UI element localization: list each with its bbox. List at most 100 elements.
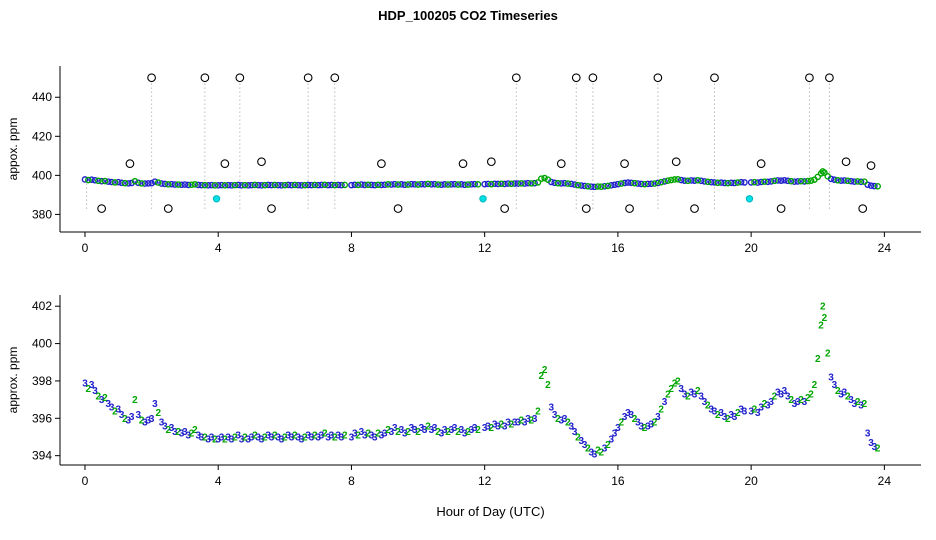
svg-text:2: 2 (202, 432, 208, 443)
svg-text:2: 2 (672, 378, 678, 389)
svg-text:2: 2 (565, 418, 571, 429)
svg-text:2: 2 (155, 408, 161, 419)
svg-text:3: 3 (89, 380, 95, 391)
x-tick-label: 8 (348, 241, 355, 255)
svg-text:3: 3 (372, 432, 378, 443)
svg-text:3: 3 (635, 418, 641, 429)
svg-text:3: 3 (688, 388, 694, 399)
svg-text:3: 3 (728, 410, 734, 421)
svg-text:3: 3 (775, 388, 781, 399)
svg-text:3: 3 (512, 418, 518, 429)
svg-text:3: 3 (738, 404, 744, 415)
svg-text:3: 3 (142, 418, 148, 429)
svg-text:3: 3 (179, 429, 185, 440)
y-tick-label: 394 (32, 449, 52, 463)
svg-text:3: 3 (868, 438, 874, 449)
svg-text:3: 3 (582, 440, 588, 451)
svg-text:2: 2 (808, 390, 814, 401)
svg-text:3: 3 (645, 421, 651, 432)
svg-text:3: 3 (732, 412, 738, 423)
svg-text:3: 3 (335, 431, 341, 442)
svg-text:3: 3 (389, 427, 395, 438)
svg-text:2: 2 (598, 447, 604, 458)
svg-text:2: 2 (818, 320, 824, 331)
svg-text:2: 2 (499, 419, 505, 430)
svg-text:2: 2 (192, 425, 198, 436)
svg-text:3: 3 (382, 429, 388, 440)
svg-text:2: 2 (375, 429, 381, 440)
svg-text:3: 3 (359, 427, 365, 438)
svg-text:2: 2 (282, 432, 288, 443)
svg-text:3: 3 (592, 449, 598, 460)
svg-text:3: 3 (119, 410, 125, 421)
svg-text:3: 3 (558, 416, 564, 427)
svg-text:3: 3 (235, 431, 241, 442)
svg-text:3: 3 (602, 444, 608, 455)
svg-text:3: 3 (552, 410, 558, 421)
svg-text:3: 3 (872, 442, 878, 453)
svg-text:3: 3 (495, 421, 501, 432)
bottom-panel-axes: 0 4 8 12 16 20 24 394 396 398 400 402 approx. ppm (6, 295, 921, 488)
svg-text:2: 2 (658, 404, 664, 415)
calibration-points (86, 73, 876, 213)
svg-text:3: 3 (106, 399, 112, 410)
svg-text:3: 3 (708, 404, 714, 415)
svg-text:2: 2 (292, 431, 298, 442)
x-tick-label: 0 (82, 474, 89, 488)
svg-text:3: 3 (249, 432, 255, 443)
svg-text:3: 3 (522, 418, 528, 429)
svg-text:3: 3 (255, 432, 261, 443)
svg-text:3: 3 (259, 434, 265, 445)
svg-text:2: 2 (815, 354, 821, 365)
y-tick-label: 402 (32, 299, 52, 313)
svg-text:2: 2 (385, 425, 391, 436)
svg-text:3: 3 (116, 404, 122, 415)
x-tick-label: 0 (82, 241, 89, 255)
svg-text:2: 2 (735, 408, 741, 419)
svg-text:3: 3 (285, 431, 291, 442)
svg-text:2: 2 (695, 386, 701, 397)
svg-text:2: 2 (752, 404, 758, 415)
svg-text:3: 3 (469, 425, 475, 436)
x-tick-label: 12 (478, 241, 492, 255)
svg-text:3: 3 (182, 427, 188, 438)
svg-text:2: 2 (595, 446, 601, 457)
svg-text:3: 3 (638, 421, 644, 432)
x-tick-label: 8 (348, 474, 355, 488)
co2-points-top-blue (81, 175, 878, 191)
svg-text:3: 3 (379, 431, 385, 442)
svg-text:3: 3 (109, 403, 115, 414)
svg-text:2: 2 (465, 427, 471, 438)
svg-text:3: 3 (828, 373, 834, 384)
svg-text:3: 3 (215, 434, 221, 445)
svg-text:3: 3 (392, 423, 398, 434)
svg-text:2: 2 (685, 391, 691, 402)
svg-text:3: 3 (289, 432, 295, 443)
svg-text:2: 2 (132, 395, 138, 406)
svg-text:3: 3 (612, 429, 618, 440)
svg-text:3: 3 (295, 432, 301, 443)
svg-text:3: 3 (412, 425, 418, 436)
svg-text:3: 3 (145, 416, 151, 427)
svg-text:3: 3 (692, 390, 698, 401)
svg-text:3: 3 (442, 425, 448, 436)
svg-text:3: 3 (229, 434, 235, 445)
svg-text:3: 3 (792, 399, 798, 410)
y-tick-label: 396 (32, 411, 52, 425)
y-tick-label: 440 (32, 90, 52, 104)
svg-text:3: 3 (195, 431, 201, 442)
svg-text:3: 3 (219, 432, 225, 443)
svg-text:2: 2 (875, 444, 881, 455)
svg-text:2: 2 (272, 431, 278, 442)
svg-text:3: 3 (82, 378, 88, 389)
svg-text:3: 3 (698, 391, 704, 402)
svg-text:3: 3 (578, 436, 584, 447)
svg-text:2: 2 (845, 391, 851, 402)
svg-text:2: 2 (535, 406, 541, 417)
svg-text:3: 3 (169, 423, 175, 434)
svg-text:2: 2 (312, 431, 318, 442)
svg-text:3: 3 (125, 416, 131, 427)
svg-text:3: 3 (572, 427, 578, 438)
svg-text:3: 3 (682, 390, 688, 401)
svg-text:3: 3 (329, 431, 335, 442)
